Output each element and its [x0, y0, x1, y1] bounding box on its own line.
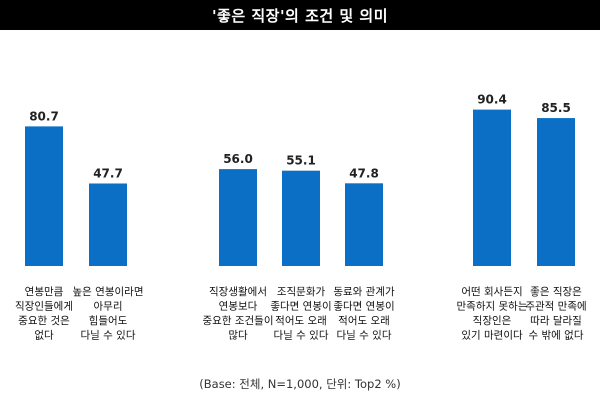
category-label-line: 다닐 수 있다 — [337, 330, 392, 342]
category-label-line: 적어도 오래 — [275, 315, 327, 327]
category-label-line: 직장인은 — [473, 315, 512, 327]
category-label-line: 좋다면 연봉이 — [333, 301, 394, 313]
bar — [473, 109, 511, 266]
category-label-line: 많다 — [228, 330, 248, 342]
category-label-line: 아무리 — [94, 301, 123, 313]
bar-value-label: 56.0 — [223, 152, 253, 166]
bar — [282, 170, 320, 266]
bar — [25, 126, 63, 266]
category-label-line: 좋다면 연봉이 — [270, 301, 331, 313]
category-label-line: 힘들어도 — [89, 315, 128, 327]
bar-value-label: 80.7 — [29, 109, 59, 123]
chart-title: '좋은 직장'의 조건 및 의미 — [211, 6, 389, 25]
category-label-line: 직장생활에서 — [209, 285, 267, 298]
title-bar: '좋은 직장'의 조건 및 의미 — [0, 0, 600, 30]
category-label-line: 동료와 관계가 — [333, 286, 395, 298]
category-label-line: 높은 연봉이라면 — [73, 286, 144, 298]
category-label-line: 조직문화가 — [277, 286, 326, 298]
category-label-line: 주관적 만족에 — [525, 301, 586, 313]
category-label-line: 있기 마련이다 — [461, 330, 523, 342]
bar — [537, 118, 575, 267]
category-label-line: 중요한 조건들이 — [203, 315, 274, 327]
category-label-line: 연봉보다 — [219, 301, 258, 313]
bar-value-label: 90.4 — [477, 93, 507, 107]
category-label-line: 만족하지 못하는 — [457, 300, 528, 313]
category-label-line: 수 밖에 없다 — [529, 329, 584, 342]
bar-value-label: 55.1 — [286, 154, 316, 168]
category-label-line: 따라 달라질 — [530, 315, 582, 327]
category-label-line: 연봉만큼 — [25, 286, 64, 298]
category-label-line: 없다 — [34, 329, 54, 342]
bar-value-label: 47.7 — [93, 166, 123, 180]
category-label-line: 다닐 수 있다 — [81, 330, 136, 342]
category-label-line: 다닐 수 있다 — [274, 330, 329, 342]
bar — [345, 183, 383, 266]
footnote: (Base: 전체, N=1,000, 단위: Top2 %) — [199, 377, 401, 391]
category-label-line: 직장인들에게 — [15, 301, 73, 313]
bar-value-label: 47.8 — [349, 166, 379, 180]
category-label-line: 적어도 오래 — [338, 315, 390, 327]
bar — [89, 183, 127, 266]
category-label-line: 어떤 회사든지 — [461, 286, 522, 298]
bar — [219, 169, 257, 266]
category-label-line: 좋은 직장은 — [530, 286, 582, 298]
category-label-line: 중요한 것은 — [18, 315, 70, 327]
bar-value-label: 85.5 — [541, 101, 571, 115]
